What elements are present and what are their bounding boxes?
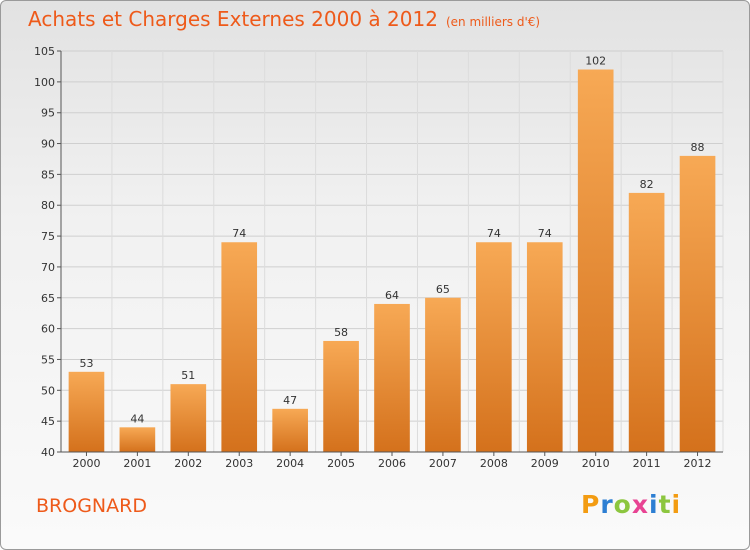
logo-letter: i: [649, 490, 659, 519]
chart-unit: (en milliers d'€): [445, 15, 541, 29]
commune-name: BROGNARD: [36, 495, 147, 517]
y-tick-label: 50: [41, 384, 55, 397]
y-tick-label: 40: [41, 446, 55, 459]
data-label: 47: [283, 394, 297, 407]
bar: [679, 155, 716, 452]
data-label: 102: [585, 55, 606, 68]
bar: [119, 427, 156, 452]
y-tick-label: 70: [41, 261, 55, 274]
chart-title: Achats et Charges Externes 2000 à 2012 (e…: [28, 7, 540, 31]
y-tick-label: 100: [34, 76, 55, 89]
proxiti-logo[interactable]: Proxiti: [581, 490, 681, 519]
x-tick-label: 2002: [174, 457, 202, 470]
data-label: 65: [436, 283, 450, 296]
y-tick-label: 90: [41, 138, 55, 151]
bar: [323, 340, 359, 452]
data-label: 64: [385, 289, 399, 302]
x-tick-label: 2000: [72, 457, 100, 470]
bar: [221, 242, 258, 452]
logo-letter: x: [631, 490, 649, 519]
data-label: 74: [232, 227, 246, 240]
y-tick-label: 60: [41, 323, 55, 336]
bars: [68, 69, 716, 452]
x-tick-label: 2011: [633, 457, 661, 470]
x-tick-label: 2010: [582, 457, 610, 470]
bar: [374, 303, 410, 452]
bar: [628, 192, 665, 452]
data-label: 44: [130, 412, 144, 425]
x-tick-label: 2005: [327, 457, 355, 470]
bar: [272, 408, 308, 452]
logo-letter: i: [671, 490, 682, 519]
x-tick-label: 2001: [123, 457, 151, 470]
data-label: 88: [691, 141, 705, 154]
axes: 40 45 50 55 60 65 70 75 80 85 90 95 100 105 2000 2001 20…: [34, 45, 723, 470]
bar: [577, 69, 614, 452]
bar: [476, 242, 512, 452]
x-tick-label: 2004: [276, 457, 304, 470]
logo-letter: t: [658, 490, 672, 519]
x-tick-label: 2003: [225, 457, 253, 470]
y-tick-label: 65: [41, 292, 55, 305]
bar: [170, 384, 207, 452]
data-label: 74: [538, 227, 552, 240]
data-label: 74: [487, 227, 501, 240]
data-label: 58: [334, 326, 348, 339]
y-tick-label: 55: [41, 353, 55, 366]
chart-title-text: Achats et Charges Externes 2000 à 2012: [28, 7, 438, 31]
x-tick-label: 2009: [531, 457, 559, 470]
x-tick-label: 2012: [684, 457, 712, 470]
x-tick-label: 2007: [429, 457, 457, 470]
y-tick-label: 95: [41, 107, 55, 120]
y-tick-label: 45: [41, 415, 55, 428]
data-label: 53: [79, 357, 93, 370]
x-tick-label: 2008: [480, 457, 508, 470]
y-tick-label: 105: [34, 45, 55, 58]
bar: [68, 371, 105, 452]
x-tick-label: 2006: [378, 457, 406, 470]
y-tick-label: 80: [41, 199, 55, 212]
data-label: 51: [181, 369, 195, 382]
logo-letter: o: [613, 490, 632, 519]
labels: 53 44 51 74 47 58 64 65 74 74 102 82 88: [79, 55, 704, 426]
data-label: 82: [640, 178, 654, 191]
bar: [425, 297, 461, 452]
logo-letter: r: [600, 490, 614, 519]
y-tick-label: 85: [41, 168, 55, 181]
bar: [526, 242, 563, 452]
y-tick-label: 75: [41, 230, 55, 243]
logo-letter: P: [581, 490, 601, 519]
